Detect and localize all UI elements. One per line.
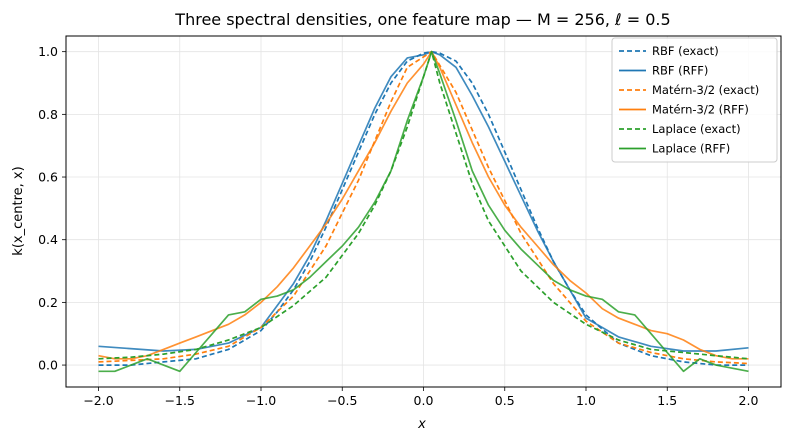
x-ticks: −2.0 −1.5 −1.0 −0.5 0.0 0.5 1.0 1.5 2.0	[83, 387, 758, 408]
series-line-laplace-rff	[98, 50, 749, 373]
legend-label: Laplace (RFF)	[652, 142, 730, 156]
x-tick-label: 1.5	[657, 393, 677, 408]
legend-label: Matérn-3/2 (exact)	[652, 83, 759, 97]
legend: RBF (exact) RBF (RFF) Matérn-3/2 (exact) Ma…	[611, 37, 778, 163]
y-tick-label: 0.6	[38, 170, 58, 185]
y-axis-label: k(x_centre, x)	[11, 166, 26, 255]
y-tick-label: 0.0	[38, 358, 58, 373]
x-tick-label: 0.5	[495, 393, 515, 408]
series-line-mat-rn-3-2-rff	[98, 50, 749, 360]
x-tick-label: 1.0	[576, 393, 596, 408]
x-tick-label: −1.0	[246, 393, 276, 408]
legend-label: Matérn-3/2 (RFF)	[652, 103, 749, 117]
x-tick-label: −2.0	[83, 393, 113, 408]
legend-label: RBF (exact)	[652, 44, 719, 58]
series-lines	[98, 50, 749, 373]
x-tick-label: −1.5	[165, 393, 195, 408]
x-tick-label: 0.0	[414, 393, 434, 408]
legend-label: Laplace (exact)	[652, 122, 741, 136]
y-ticks: 0.0 0.2 0.4 0.6 0.8 1.0	[38, 44, 66, 373]
x-axis-label: x	[417, 417, 426, 432]
x-tick-label: −0.5	[327, 393, 357, 408]
y-tick-label: 0.4	[38, 232, 58, 247]
series-line-mat-rn-3-2-exact	[98, 50, 749, 365]
legend-label: RBF (RFF)	[652, 64, 708, 78]
y-tick-label: 0.8	[38, 107, 58, 122]
y-tick-label: 1.0	[38, 44, 58, 59]
y-tick-label: 0.2	[38, 295, 58, 310]
legend-box	[611, 37, 778, 163]
chart-title: Three spectral densities, one feature ma…	[174, 10, 670, 29]
x-tick-label: 2.0	[739, 393, 759, 408]
